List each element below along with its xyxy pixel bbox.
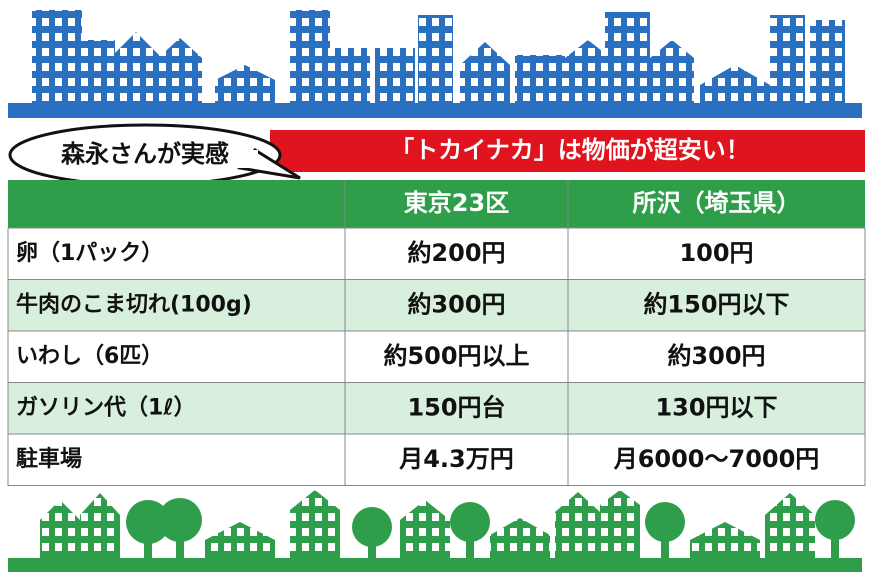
row-label: 卵（1パック） bbox=[16, 241, 163, 266]
cell-value: 約150円以下 bbox=[643, 290, 789, 318]
cell-value: 150円台 bbox=[407, 393, 505, 421]
banner bbox=[270, 130, 865, 172]
header-row bbox=[8, 180, 865, 228]
column-header: 東京23区 bbox=[404, 189, 509, 217]
cell-value: 約300円 bbox=[407, 290, 505, 318]
table-row bbox=[7, 433, 866, 486]
cell-value: 130円以下 bbox=[655, 393, 777, 421]
cell-value: 約300円 bbox=[667, 342, 765, 370]
table-row bbox=[7, 330, 866, 383]
green-town bbox=[8, 490, 862, 572]
row-label: ガソリン代（1ℓ） bbox=[16, 395, 196, 420]
table-row bbox=[7, 227, 866, 280]
bubble-text: 森永さんが実感 bbox=[61, 140, 229, 168]
cell-value: 月6000〜7000円 bbox=[613, 445, 820, 473]
banner-text: 「トカイナカ」は物価が超安い！ bbox=[390, 136, 750, 164]
cell-value: 約200円 bbox=[407, 239, 505, 267]
table-row bbox=[7, 279, 866, 332]
row-label: 駐車場 bbox=[16, 446, 82, 472]
column-header: 所沢（埼玉県） bbox=[633, 189, 801, 217]
blue-city bbox=[8, 10, 862, 118]
comparison-table: 東京23区 所沢（埼玉県） 卵（1パック） 約200円 100円牛肉のこま切れ(100g… bbox=[7, 180, 866, 486]
row-label: いわし（6匹） bbox=[16, 344, 163, 369]
table-row bbox=[7, 382, 866, 435]
cell-value: 約500円以上 bbox=[383, 342, 529, 370]
cell-value: 100円 bbox=[679, 239, 753, 267]
row-label: 牛肉のこま切れ(100g) bbox=[16, 291, 252, 317]
cell-value: 月4.3万円 bbox=[398, 445, 514, 473]
